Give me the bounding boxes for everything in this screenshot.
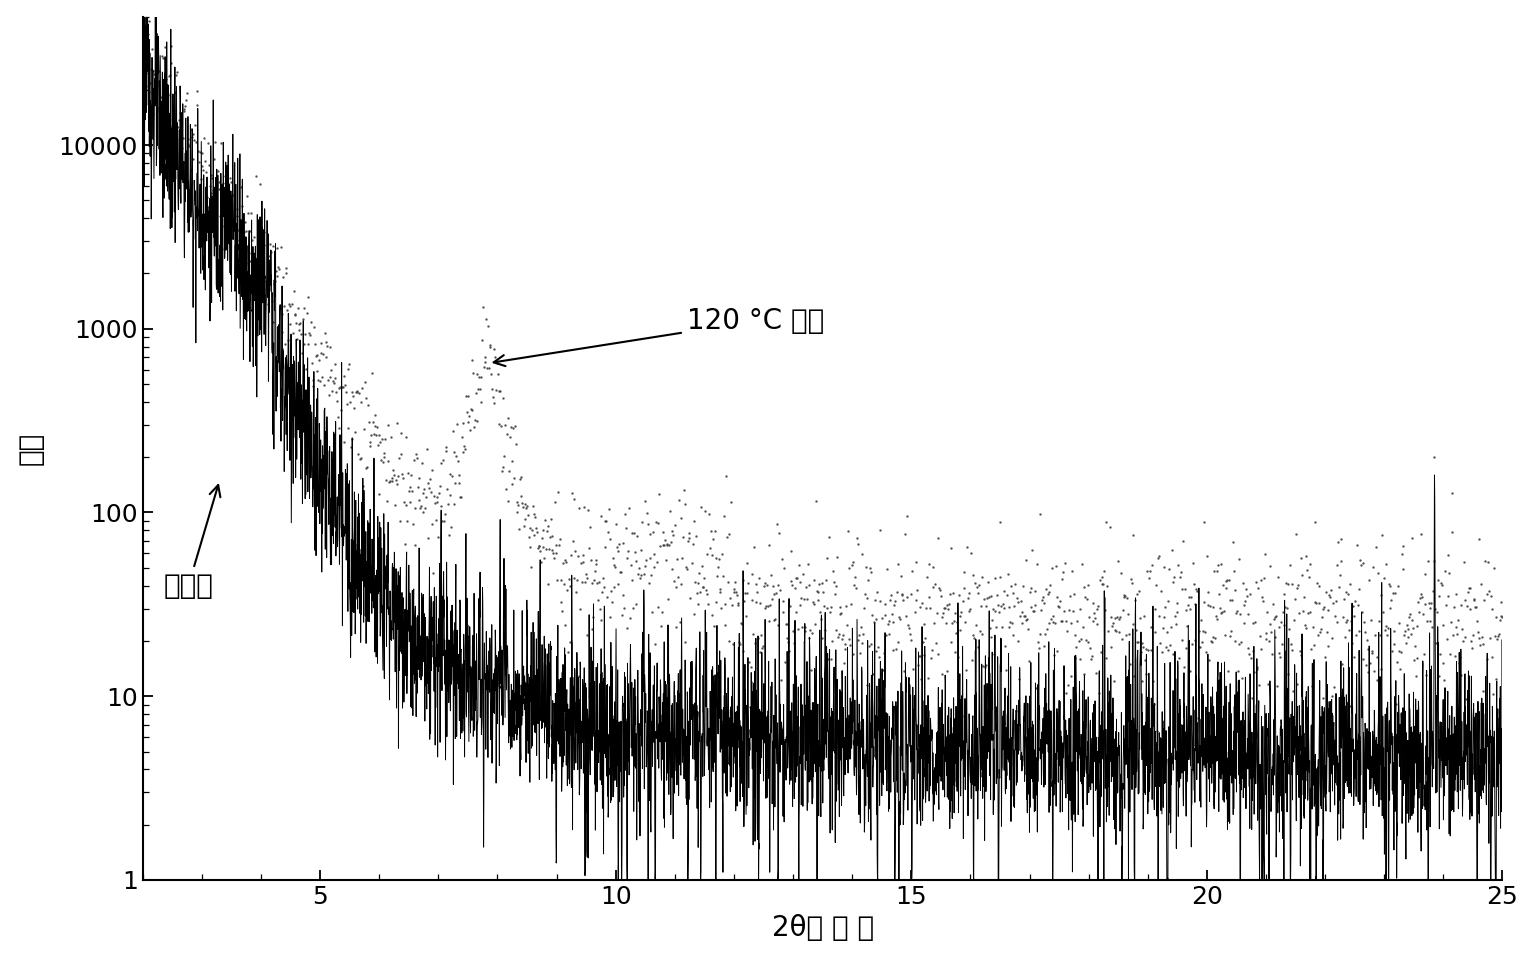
Text: 120 °C 袋火: 120 °C 袋火 bbox=[494, 307, 824, 366]
X-axis label: 2θ（ 度 ）: 2θ（ 度 ） bbox=[772, 914, 873, 943]
Text: 原始膜: 原始膜 bbox=[164, 485, 221, 599]
Y-axis label: 强度: 强度 bbox=[17, 432, 45, 465]
